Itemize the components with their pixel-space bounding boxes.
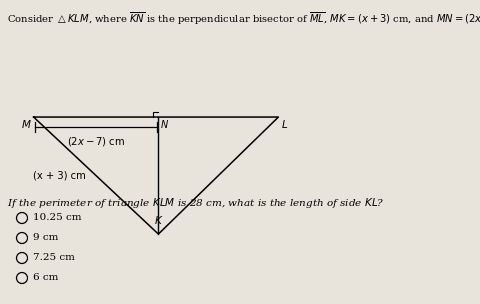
Text: 6 cm: 6 cm [33,274,59,282]
Text: L: L [281,120,287,130]
Text: M: M [22,120,31,130]
Text: K: K [155,216,162,226]
Text: 10.25 cm: 10.25 cm [33,213,82,223]
Text: $(2x-7)$ cm: $(2x-7)$ cm [67,135,125,148]
Text: 9 cm: 9 cm [33,233,59,243]
Text: 7.25 cm: 7.25 cm [33,254,75,262]
Text: (x + 3) cm: (x + 3) cm [33,171,86,181]
Text: If the perimeter of triangle $KLM$ is 28 cm, what is the length of side $KL$?: If the perimeter of triangle $KLM$ is 28… [7,196,384,210]
Text: Consider $\triangle KLM$, where $\overline{KN}$ is the perpendicular bisector of: Consider $\triangle KLM$, where $\overli… [7,11,480,27]
Text: N: N [160,120,168,130]
